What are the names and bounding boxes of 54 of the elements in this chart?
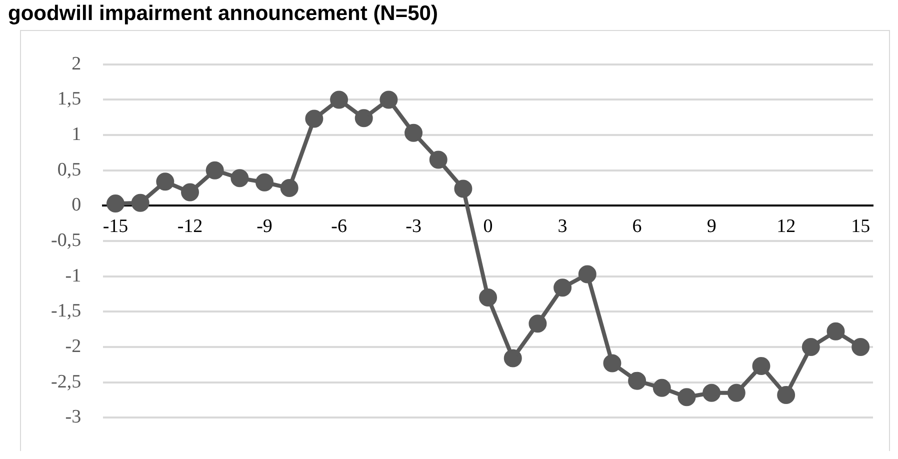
point [727, 384, 746, 402]
point [802, 338, 820, 356]
point [256, 173, 274, 192]
y-tick-label: 0,5 [57, 159, 82, 180]
point [106, 194, 124, 213]
x-tick-label: 0 [483, 216, 493, 238]
x-tick-label: 12 [776, 216, 796, 238]
point [131, 194, 150, 212]
point [603, 354, 622, 372]
point [156, 172, 174, 191]
point [826, 322, 845, 340]
point [181, 183, 200, 202]
y-tick-label: -1 [65, 265, 82, 286]
point [354, 109, 373, 128]
point [280, 179, 298, 198]
y-tick-label: 2 [72, 53, 82, 74]
point [702, 384, 721, 402]
y-tick-label: -1,5 [51, 300, 82, 322]
x-tick-label: -15 [102, 216, 128, 238]
point [230, 169, 249, 188]
point [380, 90, 398, 109]
x-tick-label: 9 [706, 216, 716, 238]
point [305, 110, 324, 128]
y-tick-label: 0 [72, 194, 82, 216]
x-tick-label: -12 [177, 216, 203, 238]
x-tick-label: -9 [256, 216, 272, 238]
y-tick-label: 1 [72, 124, 82, 146]
point [777, 386, 796, 404]
point [652, 378, 671, 397]
point [678, 388, 696, 406]
point [330, 90, 348, 109]
point [206, 161, 224, 180]
x-tick-label: 3 [558, 216, 568, 238]
point [479, 288, 498, 307]
y-tick-label: -3 [65, 406, 82, 428]
y-tick-label: 1,5 [57, 88, 82, 110]
x-tick-label: -3 [406, 216, 422, 238]
point [578, 265, 596, 284]
y-tick-label: -0,5 [51, 230, 82, 251]
point [554, 278, 572, 297]
chart-title: goodwill impairment announcement (N=50) [8, 2, 438, 26]
x-tick-label: 6 [632, 216, 642, 238]
point [752, 357, 770, 376]
point [429, 150, 448, 169]
point [404, 124, 423, 142]
point [628, 372, 646, 390]
point [852, 338, 870, 356]
y-tick-label: -2 [65, 336, 82, 357]
y-tick-label: -2,5 [51, 371, 82, 392]
point [504, 349, 522, 368]
point [454, 180, 472, 198]
x-tick-label: 15 [851, 216, 870, 238]
point [528, 314, 547, 333]
x-tick-label: -6 [331, 216, 347, 238]
